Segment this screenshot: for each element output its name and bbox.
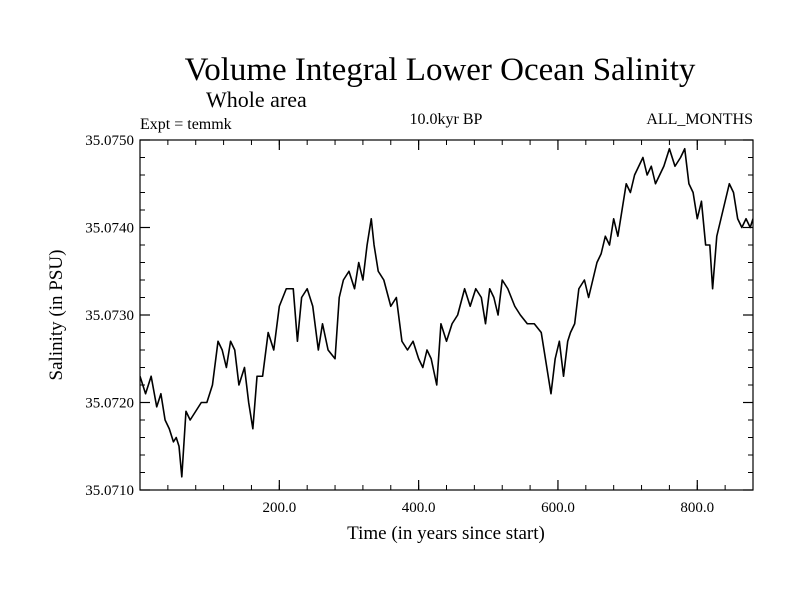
axis-ticks — [140, 139, 753, 491]
series-line-salinity — [140, 147, 753, 478]
plot-area — [140, 147, 753, 478]
y-tick-label: 35.0710 — [85, 483, 134, 499]
x-axis-label: Time (in years since start) — [347, 523, 545, 544]
months-label: ALL_MONTHS — [646, 111, 753, 128]
period-label: 10.0kyr BP — [410, 111, 483, 128]
y-tick-label: 35.0730 — [85, 308, 134, 324]
y-tick-label: 35.0720 — [85, 396, 134, 412]
x-tick-label: 200.0 — [262, 500, 296, 516]
x-tick-label: 600.0 — [541, 500, 575, 516]
plot-frame — [139, 139, 754, 491]
x-tick-label: 400.0 — [402, 500, 436, 516]
experiment-label: Expt = temmk — [140, 116, 232, 133]
chart-subtitle: Whole area — [206, 87, 307, 112]
tick-labels: 200.0 400.0 600.0 800.0 35.0710 35.0720 35.073… — [85, 133, 714, 516]
x-tick-label: 800.0 — [680, 500, 714, 516]
y-tick-label: 35.0750 — [85, 133, 134, 149]
y-axis-label: Salinity (in PSU) — [46, 250, 67, 381]
chart-title: Volume Integral Lower Ocean Salinity — [185, 52, 696, 88]
y-tick-label: 35.0740 — [85, 221, 134, 237]
